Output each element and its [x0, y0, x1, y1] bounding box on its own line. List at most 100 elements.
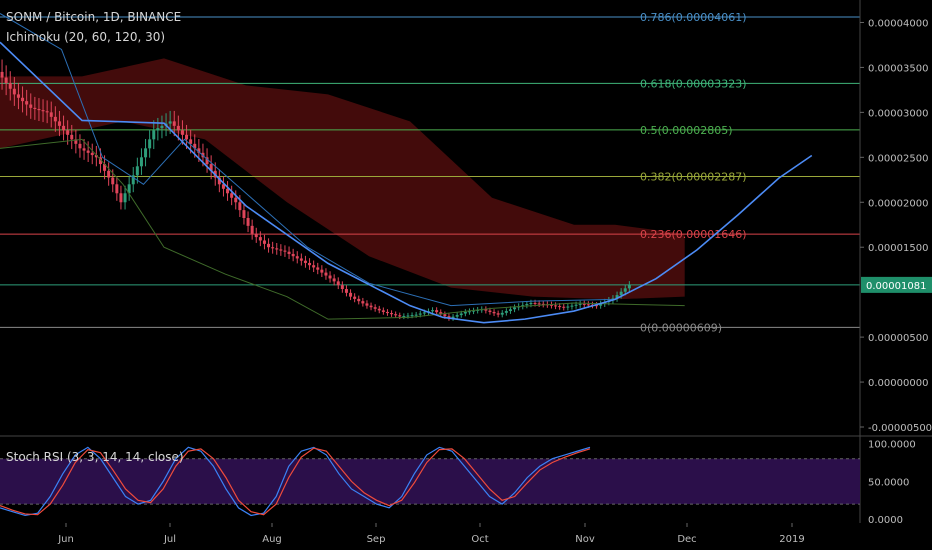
candle-body	[152, 130, 156, 140]
stoch-rsi-label: Stoch RSI (3, 3, 14, 14, close)	[6, 450, 184, 464]
candle-body	[168, 121, 172, 124]
candle-body	[533, 302, 537, 304]
candle-body	[242, 210, 246, 218]
current-price-label: 0.00001081	[866, 281, 926, 292]
candle-body	[21, 97, 25, 102]
candle-body	[221, 184, 225, 189]
candle-body	[66, 130, 70, 135]
candle-body	[414, 314, 418, 316]
candle-body	[148, 139, 152, 149]
candle-body	[135, 166, 139, 176]
candle-body	[299, 258, 303, 261]
candle-body	[254, 233, 258, 238]
candle-body	[385, 311, 389, 314]
candle-body	[435, 310, 439, 313]
candle-body	[180, 130, 184, 135]
candle-body	[131, 175, 135, 185]
candle-body	[156, 128, 160, 131]
candle-body	[295, 256, 299, 259]
candle-body	[246, 218, 250, 226]
time-axis: Jun Jul Aug Sep Oct Nov Dec 2019	[57, 523, 805, 545]
candle-body	[37, 109, 41, 111]
candle-body	[340, 285, 344, 290]
candle-body	[422, 312, 426, 314]
ichimoku-cloud	[0, 58, 685, 300]
candle-body	[139, 157, 143, 167]
candle-body	[250, 225, 254, 234]
price-tick-label: 0.00002000	[868, 198, 928, 209]
candle-body	[492, 311, 496, 314]
candle-body	[230, 193, 234, 198]
candle-body	[418, 313, 422, 315]
candle-body	[451, 316, 455, 319]
candle-body	[111, 177, 115, 185]
candle-body	[144, 148, 148, 158]
symbol-title: SONM / Bitcoin, 1D, BINANCE	[6, 10, 182, 24]
fib-label-4: 0.236(0.00001646)	[640, 228, 747, 241]
fib-label-3: 0.382(0.00002287)	[640, 170, 747, 183]
stoch-band	[0, 458, 860, 505]
stoch-tick-label: 0.0000	[868, 515, 903, 526]
candle-body	[16, 94, 20, 98]
time-tick-label: Dec	[677, 534, 696, 545]
candle-body	[377, 308, 381, 311]
candle-body	[562, 306, 566, 308]
price-tick-label: 0.00003000	[868, 108, 928, 119]
candle-body	[324, 272, 328, 276]
price-tick-label: 0.00000000	[868, 378, 928, 389]
candle-body	[0, 71, 4, 78]
candle-body	[4, 77, 8, 84]
candle-body	[406, 315, 410, 317]
candle-body	[197, 148, 201, 153]
candle-body	[353, 296, 357, 299]
time-tick-label: Nov	[575, 534, 595, 545]
candle-body	[271, 247, 275, 249]
candle-body	[78, 143, 82, 149]
candle-body	[103, 164, 107, 171]
stoch-tick-label: 100.0000	[868, 440, 916, 451]
fib-label-2: 0.5(0.00002805)	[640, 124, 733, 137]
candle-body	[98, 157, 102, 165]
price-axis: 0.00004000 0.00003500 0.00003000 0.00002500…	[860, 18, 932, 526]
candle-body	[463, 311, 467, 314]
candle-body	[447, 316, 451, 319]
candle-body	[595, 305, 599, 307]
candle-body	[410, 315, 414, 317]
price-tick-label: 0.00000500	[868, 333, 928, 344]
candle-body	[226, 188, 230, 194]
candle-body	[623, 288, 627, 292]
candle-body	[439, 312, 443, 315]
fib-label-0: 0.786(0.00004061)	[640, 11, 747, 24]
lagging-span	[0, 138, 685, 320]
candle-body	[578, 303, 582, 305]
time-tick-label: Sep	[367, 534, 386, 545]
candle-body	[431, 310, 435, 312]
candle-body	[127, 184, 131, 194]
time-tick-label: Jun	[57, 534, 74, 545]
time-tick-label: Jul	[163, 534, 176, 545]
price-tick-label: 0.00002500	[868, 153, 928, 164]
candle-body	[94, 155, 98, 158]
candle-body	[381, 310, 385, 312]
candle-body	[627, 284, 631, 289]
candle-body	[398, 315, 402, 317]
candle-body	[344, 289, 348, 293]
candle-body	[8, 83, 12, 89]
price-tick-label: -0.00000500	[868, 423, 932, 434]
candle-body	[107, 170, 111, 178]
candle-body	[12, 88, 16, 95]
candle-body	[586, 304, 590, 306]
candle-body	[369, 305, 373, 308]
candle-body	[615, 295, 619, 299]
candle-body	[258, 237, 262, 241]
candle-body	[459, 313, 463, 316]
price-tick-label: 0.00003500	[868, 63, 928, 74]
candle-body	[504, 311, 508, 313]
candle-body	[537, 303, 541, 305]
candle-body	[189, 139, 193, 144]
candle-body	[332, 278, 336, 282]
stoch-tick-label: 50.0000	[868, 477, 909, 488]
candle-body	[176, 125, 180, 131]
candle-body	[513, 307, 517, 310]
